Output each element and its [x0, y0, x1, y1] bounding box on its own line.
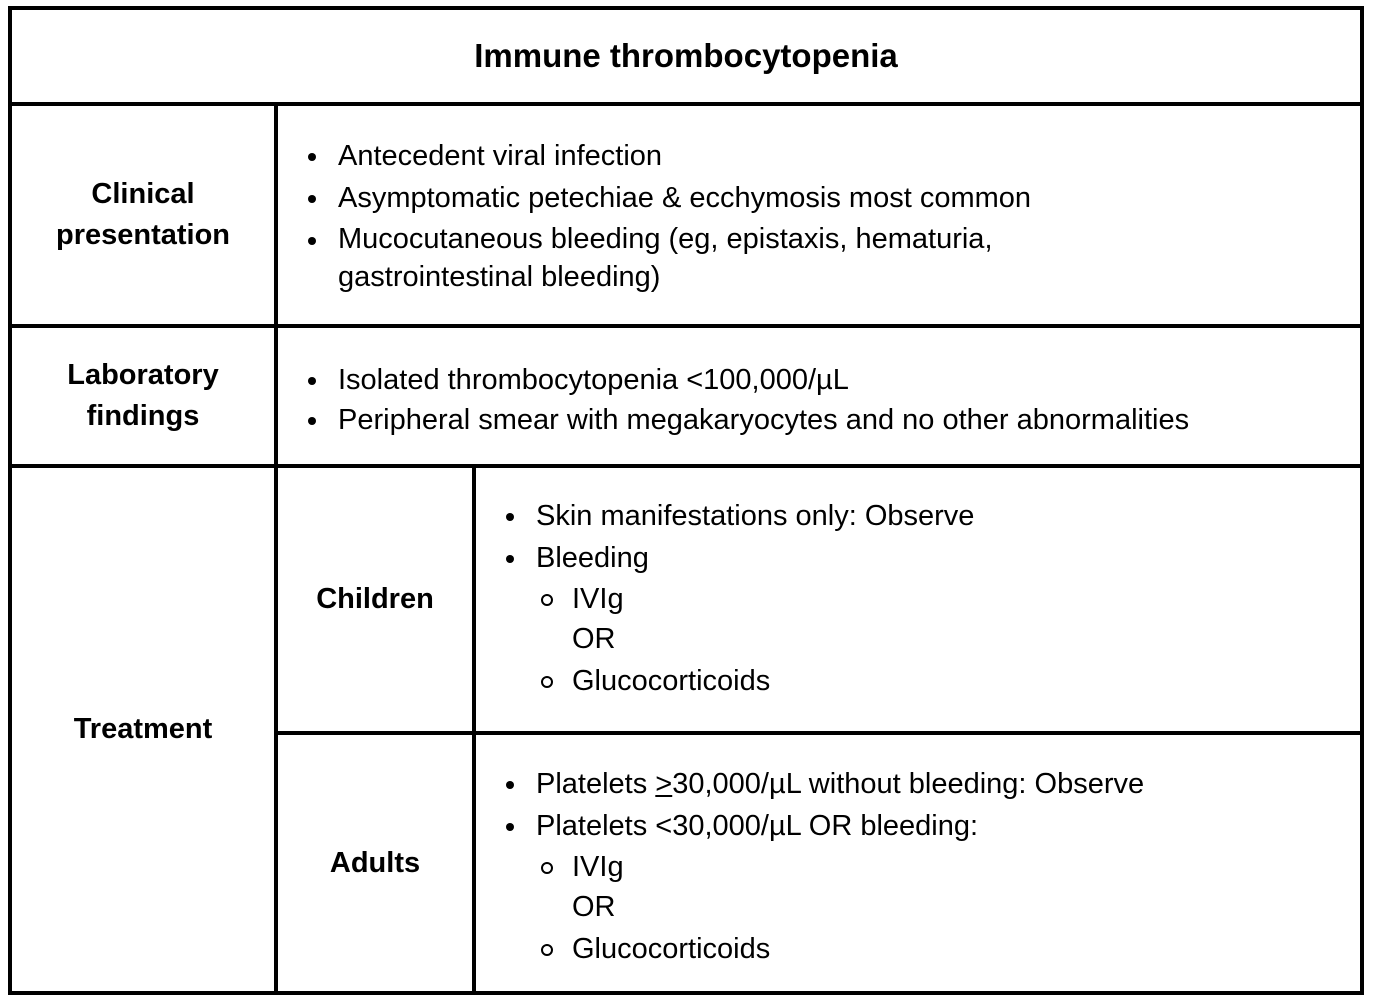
divider-laboratory — [12, 464, 1360, 468]
clinical-presentation-content: Antecedent viral infection Asymptomatic … — [302, 136, 1352, 296]
adults-label: Adults — [329, 846, 421, 879]
list-item: Antecedent viral infection — [302, 136, 1352, 176]
sub-list-item: Glucocorticoids — [536, 660, 1350, 702]
sub-list-item: Glucocorticoids — [536, 928, 1350, 970]
list-item: Platelets >30,000/µL without bleeding: O… — [500, 764, 1350, 804]
divider-treatment-subcolumn — [472, 464, 476, 991]
or-connector: OR — [572, 623, 616, 655]
adults-treatment-content: Platelets >30,000/µL without bleeding: O… — [500, 764, 1350, 970]
divider-clinical — [12, 324, 1360, 328]
laboratory-label-line2: findings — [86, 400, 200, 432]
list-item: Skin manifestations only: Observe — [500, 496, 1350, 536]
divider-title — [12, 102, 1360, 106]
sub-list-item: IVIg OR — [536, 846, 1350, 926]
list-item: Peripheral smear with megakaryocytes and… — [302, 400, 1357, 440]
divider-children-adults — [274, 731, 1360, 735]
sub-list-item: IVIg OR — [536, 578, 1350, 658]
greater-or-equal-symbol: > — [655, 768, 673, 800]
divider-label-column — [274, 102, 278, 991]
laboratory-findings-label: Laboratory findings — [12, 328, 274, 464]
laboratory-label-line1: Laboratory — [67, 359, 219, 391]
laboratory-findings-content: Isolated thrombocytopenia <100,000/µL Pe… — [302, 360, 1357, 440]
table-title: Immune thrombocytopenia — [474, 37, 898, 74]
clinical-label-line1: Clinical — [91, 178, 195, 210]
clinical-label-line2: presentation — [55, 219, 231, 251]
treatment-label: Treatment — [73, 713, 213, 745]
list-item: Platelets <30,000/µL OR bleeding: IVIg O… — [500, 806, 1350, 970]
or-connector: OR — [572, 891, 616, 923]
children-label: Children — [316, 583, 434, 615]
clinical-presentation-label: Clinical presentation — [12, 106, 274, 324]
list-item: Bleeding IVIg OR Glucocorticoids — [500, 538, 1350, 702]
list-item: Asymptomatic petechiae & ecchymosis most… — [302, 178, 1352, 218]
itp-summary-table: Immune thrombocytopenia Clinical present… — [8, 6, 1364, 995]
list-item: Mucocutaneous bleeding (eg, epistaxis, h… — [302, 220, 1352, 296]
list-item: Isolated thrombocytopenia <100,000/µL — [302, 360, 1357, 400]
children-treatment-content: Skin manifestations only: Observe Bleedi… — [500, 496, 1350, 702]
